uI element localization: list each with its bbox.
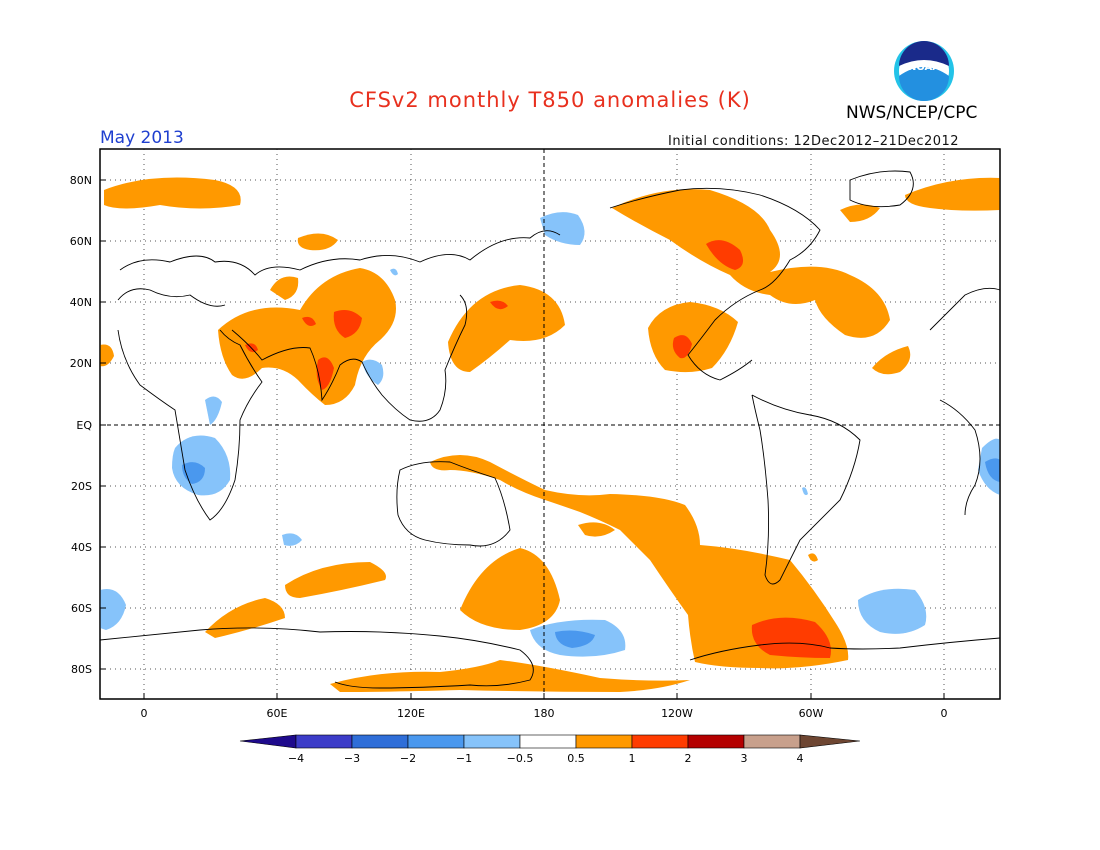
colorbar-label: −1	[455, 752, 473, 765]
lon-label-180: 180	[533, 707, 555, 720]
colorbar-label: 0.5	[567, 752, 585, 765]
lat-label-40s: 40S	[71, 541, 92, 554]
colorbar-label: −3	[343, 752, 361, 765]
lat-label-80s: 80S	[71, 663, 92, 676]
lon-label-0-east: 0	[940, 707, 948, 720]
lon-label-0-west: 0	[140, 707, 148, 720]
lon-label-60e: 60E	[266, 707, 288, 720]
lat-label-20n: 20N	[69, 357, 92, 370]
strong-positive-anomaly-areas	[245, 240, 831, 658]
colorbar-label: 1	[628, 752, 636, 765]
coastlines	[99, 170, 1001, 689]
initial-conditions: Initial conditions: 12Dec2012–21Dec2012	[668, 134, 960, 149]
lat-label-20s: 20S	[71, 480, 92, 493]
map-title: CFSv2 monthly T850 anomalies (K)	[349, 88, 751, 112]
valid-month: May 2013	[100, 128, 184, 148]
axis-ticks	[100, 179, 945, 699]
lat-label-60n: 60N	[69, 235, 92, 248]
agency-label: NWS/NCEP/CPC	[846, 103, 978, 123]
colorbar-label: 2	[684, 752, 692, 765]
colorbar-label: −2	[399, 752, 417, 765]
lat-label-eq: EQ	[76, 419, 92, 432]
lat-label-60s: 60S	[71, 602, 92, 615]
lat-label-80n: 80N	[69, 174, 92, 187]
lat-label-40n: 40N	[69, 296, 92, 309]
colorbar-label: −4	[287, 752, 305, 765]
lon-label-120e: 120E	[397, 707, 425, 720]
positive-anomaly-areas	[100, 177, 1000, 692]
lon-label-60w: 60W	[798, 707, 824, 720]
colorbar-label: 4	[796, 752, 804, 765]
colorbar-arrow-high	[799, 734, 861, 749]
colorbar-label: −0.5	[506, 752, 534, 765]
colorbar-label: 3	[740, 752, 748, 765]
svg-text:NOAA: NOAA	[908, 62, 940, 73]
noaa-logo: NOAA	[894, 41, 954, 101]
colorbar-arrow-low	[239, 734, 297, 749]
colorbar	[239, 734, 861, 749]
lon-label-120w: 120W	[661, 707, 693, 720]
